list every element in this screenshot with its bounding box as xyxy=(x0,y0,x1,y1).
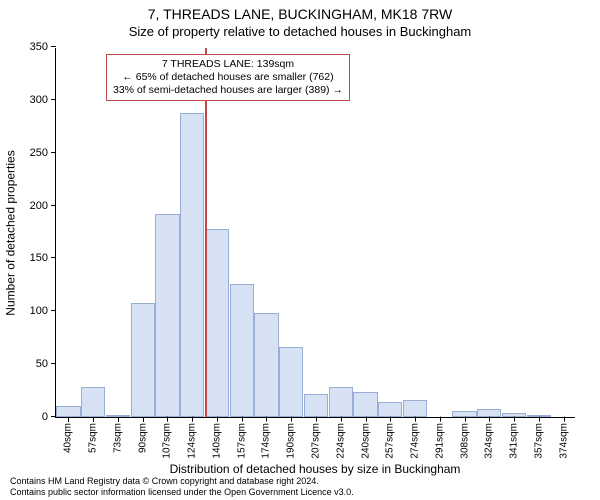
histogram-bar xyxy=(477,409,501,417)
x-tick: 40sqm xyxy=(63,417,74,453)
x-tick: 157sqm xyxy=(236,417,247,459)
y-tick: 100 xyxy=(16,305,56,317)
y-tick: 250 xyxy=(16,147,56,159)
x-tick: 224sqm xyxy=(335,417,346,459)
x-tick: 257sqm xyxy=(385,417,396,459)
y-tick: 200 xyxy=(16,200,56,212)
x-tick: 240sqm xyxy=(360,417,371,459)
chart-title: 7, THREADS LANE, BUCKINGHAM, MK18 7RW xyxy=(0,6,600,22)
chart-subtitle: Size of property relative to detached ho… xyxy=(0,24,600,39)
x-tick: 341sqm xyxy=(509,417,520,459)
x-tick: 291sqm xyxy=(434,417,445,459)
x-axis-label: Distribution of detached houses by size … xyxy=(55,462,575,476)
plot-area: 7 THREADS LANE: 139sqm ← 65% of detached… xyxy=(55,48,575,418)
histogram-bar xyxy=(81,387,105,417)
y-tick: 0 xyxy=(16,411,56,423)
bars-layer xyxy=(56,48,575,417)
x-tick: 73sqm xyxy=(112,417,123,453)
histogram-bar xyxy=(180,113,204,417)
annotation-box: 7 THREADS LANE: 139sqm ← 65% of detached… xyxy=(106,54,350,101)
histogram-bar xyxy=(230,284,254,417)
histogram-bar xyxy=(131,303,155,417)
chart-container: 7, THREADS LANE, BUCKINGHAM, MK18 7RW Si… xyxy=(0,0,600,500)
x-tick: 90sqm xyxy=(137,417,148,453)
y-tick: 300 xyxy=(16,94,56,106)
histogram-bar xyxy=(329,387,353,417)
y-tick: 150 xyxy=(16,252,56,264)
x-tick: 207sqm xyxy=(311,417,322,459)
y-tick: 50 xyxy=(16,358,56,370)
x-tick: 140sqm xyxy=(211,417,222,459)
x-tick: 308sqm xyxy=(459,417,470,459)
annotation-line2: ← 65% of detached houses are smaller (76… xyxy=(113,71,343,84)
marker-line xyxy=(205,48,207,417)
histogram-bar xyxy=(353,392,377,417)
histogram-bar xyxy=(205,229,229,417)
x-tick: 190sqm xyxy=(286,417,297,459)
histogram-bar xyxy=(378,402,402,417)
histogram-bar xyxy=(403,400,427,417)
x-tick: 57sqm xyxy=(88,417,99,453)
x-tick: 374sqm xyxy=(558,417,569,459)
x-tick: 357sqm xyxy=(533,417,544,459)
footer-line1: Contains HM Land Registry data © Crown c… xyxy=(10,476,354,487)
x-tick: 174sqm xyxy=(261,417,272,459)
x-tick: 324sqm xyxy=(484,417,495,459)
footer: Contains HM Land Registry data © Crown c… xyxy=(10,476,354,498)
x-tick: 107sqm xyxy=(162,417,173,459)
x-tick: 274sqm xyxy=(410,417,421,459)
annotation-line1: 7 THREADS LANE: 139sqm xyxy=(113,58,343,71)
histogram-bar xyxy=(279,347,303,417)
x-tick: 124sqm xyxy=(187,417,198,459)
histogram-bar xyxy=(56,406,80,417)
annotation-line3: 33% of semi-detached houses are larger (… xyxy=(113,84,343,97)
histogram-bar xyxy=(254,313,278,417)
footer-line2: Contains public sector information licen… xyxy=(10,487,354,498)
histogram-bar xyxy=(155,214,179,417)
histogram-bar xyxy=(304,394,328,417)
y-tick: 350 xyxy=(16,41,56,53)
